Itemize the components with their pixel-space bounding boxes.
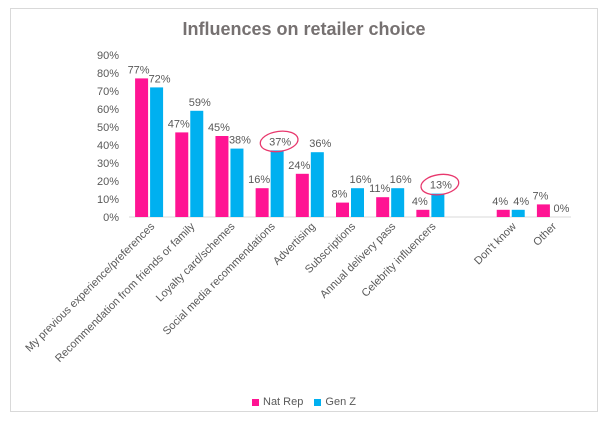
bar-nat-rep-subscriptions [336, 202, 349, 217]
y-tick-label: 0% [103, 212, 119, 224]
bar-nat-rep-recommendation-from-friends-or-family [175, 132, 189, 217]
bar-gen-z-advertising [310, 152, 324, 217]
y-tick-label: 40% [97, 140, 119, 152]
data-label-nat-rep: 16% [248, 174, 270, 186]
data-label-nat-rep: 45% [208, 122, 230, 134]
data-label-gen-z: 37% [269, 136, 291, 148]
bar-gen-z-social-media-recommendations [270, 150, 284, 217]
legend-label-nat-rep: Nat Rep [263, 396, 304, 408]
x-tick-label: Other [531, 220, 559, 248]
y-tick-label: 90% [97, 50, 119, 62]
data-label-nat-rep: 7% [532, 190, 548, 202]
data-label-gen-z: 16% [390, 174, 412, 186]
bar-gen-z-recommendation-from-friends-or-family [190, 110, 204, 217]
bar-nat-rep-my-previous-experience-preferences [135, 78, 149, 218]
y-tick-label: 80% [97, 68, 119, 80]
legend: Nat Rep Gen Z [11, 396, 597, 408]
y-tick-label: 60% [97, 104, 119, 116]
data-label-gen-z: 36% [309, 138, 331, 150]
y-tick-label: 70% [97, 86, 119, 98]
bar-gen-z-my-previous-experience-preferences [150, 87, 164, 218]
chart-frame: Influences on retailer choice 0% 10% 20% 30… [10, 8, 598, 412]
data-label-nat-rep: 24% [288, 160, 310, 172]
data-label-gen-z: 72% [149, 73, 171, 85]
bar-nat-rep-celebrity-influencers [416, 209, 430, 217]
legend-item-nat-rep: Nat Rep [252, 396, 303, 408]
data-label-nat-rep: 47% [168, 118, 190, 130]
bar-gen-z-annual-delivery-pass [391, 188, 405, 217]
bar-nat-rep-loyalty-card-schemes [215, 136, 229, 217]
x-tick-label: Recommendation from friends or family [53, 220, 198, 365]
data-label-gen-z: 13% [430, 180, 452, 192]
annotation-circle [420, 173, 460, 196]
data-label-nat-rep: 8% [332, 189, 348, 201]
data-label-gen-z: 59% [189, 97, 211, 109]
data-label-gen-z: 38% [229, 135, 251, 147]
data-label-nat-rep: 11% [369, 183, 390, 195]
bar-gen-z-celebrity-influencers [431, 193, 445, 217]
data-label-nat-rep: 4% [492, 196, 508, 208]
x-tick-label: Celebrity influencers [360, 220, 439, 299]
bar-chart: 0%10%20%30%40%50%60%70%80%90%77%72%My pr… [23, 50, 571, 365]
x-tick-label: Don't know [472, 221, 519, 268]
y-tick-label: 30% [97, 158, 119, 170]
y-tick-label: 20% [97, 176, 119, 188]
bar-nat-rep-advertising [295, 173, 309, 217]
y-tick-label: 10% [97, 194, 119, 206]
data-label-gen-z: 4% [513, 196, 529, 208]
data-label-nat-rep: 77% [128, 64, 150, 76]
chart-title: Influences on retailer choice [182, 19, 426, 39]
annotation-circle [259, 130, 299, 153]
data-label-gen-z: 16% [349, 174, 371, 186]
legend-swatch-gen-z [314, 398, 322, 406]
data-label-gen-z: 0% [553, 203, 569, 215]
legend-swatch-nat-rep [252, 398, 259, 406]
y-tick-label: 50% [97, 122, 119, 134]
bar-gen-z-loyalty-card-schemes [230, 148, 244, 217]
bar-gen-z-don-t-know [511, 209, 525, 217]
bar-nat-rep-annual-delivery-pass [376, 197, 390, 217]
legend-item-gen-z: Gen Z [314, 396, 356, 408]
bar-nat-rep-social-media-recommendations [255, 188, 269, 217]
bar-nat-rep-don-t-know [496, 209, 510, 217]
bar-nat-rep-other [536, 204, 550, 217]
data-label-nat-rep: 4% [412, 196, 428, 208]
bar-gen-z-subscriptions [351, 188, 364, 217]
legend-label-gen-z: Gen Z [325, 396, 356, 408]
x-tick-label: Loyalty card/schemes [154, 220, 238, 304]
x-tick-label: Annual delivery pass [318, 220, 399, 301]
